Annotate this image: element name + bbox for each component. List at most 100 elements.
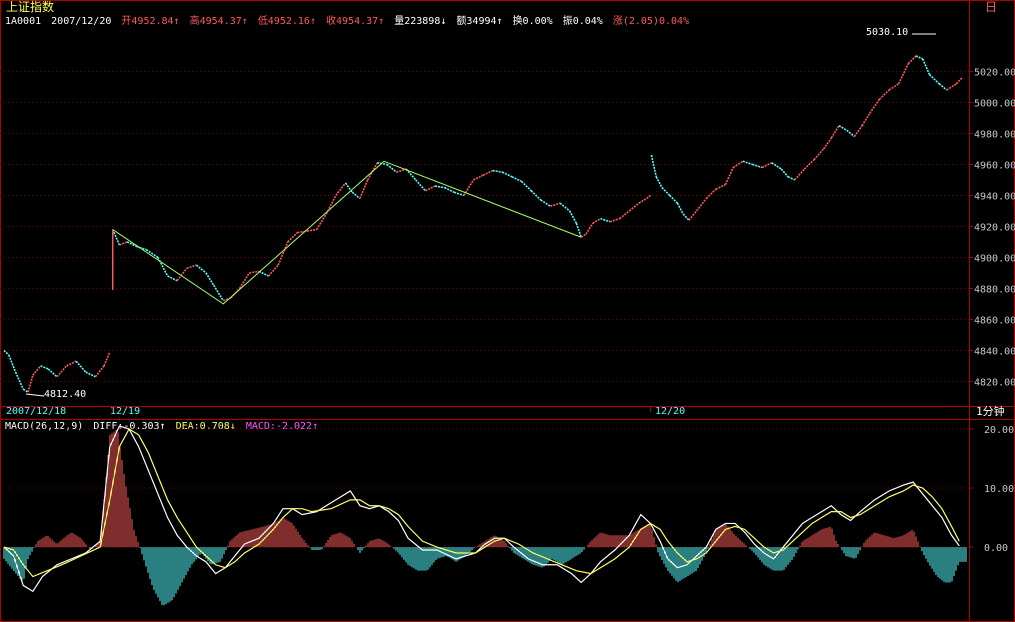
price-line-segment	[921, 58, 931, 75]
amount: 额34994↑	[456, 16, 503, 27]
price-line-segment	[861, 112, 871, 127]
price-line-segment	[145, 248, 159, 259]
amplitude: 振0.04%	[562, 16, 603, 27]
macd-name: MACD(26,12,9)	[5, 421, 84, 432]
macd-dea-value: DEA:0.708↓	[175, 421, 236, 432]
price-line-segment	[580, 233, 587, 238]
price-line-segment	[650, 154, 658, 177]
price-tick-label: 4820.00	[974, 377, 1015, 388]
high-price: 高4954.37↑	[189, 16, 248, 27]
price-line-segment	[732, 160, 744, 169]
macd-legend: MACD(26,12,9) DIFF:-0.303↑ DEA:0.708↓ MA…	[5, 421, 322, 433]
price-line-segment	[540, 199, 551, 207]
price-line-segment	[396, 168, 407, 173]
price-line-segment	[205, 272, 215, 286]
change: 涨(2.05)0.04%	[612, 16, 690, 27]
quote-date: 2007/12/20	[51, 16, 112, 27]
price-line-segment	[492, 169, 503, 173]
diff-line	[3, 425, 960, 593]
price-line-segment	[742, 160, 753, 166]
price-line-segment	[661, 187, 671, 196]
price-tick-label: 4840.00	[974, 346, 1015, 357]
price-line-segment	[897, 63, 910, 85]
price-line-segment	[66, 360, 77, 367]
price-line-segment	[14, 371, 24, 390]
price-line-segment	[715, 183, 726, 190]
close-price: 收4954.37↑	[326, 16, 385, 27]
price-line-segment	[47, 368, 58, 378]
price-line-segment	[705, 188, 717, 200]
price-line-segment	[888, 83, 900, 91]
price-line-segment	[85, 371, 96, 378]
macd-tick-label: 0.00	[984, 543, 1008, 554]
price-line-segment	[822, 137, 832, 150]
price-line-segment	[928, 73, 940, 85]
price-line-segment	[550, 202, 561, 208]
price-line-segment	[585, 222, 594, 235]
price-line-segment	[176, 267, 188, 282]
price-line-segment	[434, 185, 445, 189]
price-line-segment	[3, 349, 10, 356]
price-line-segment	[186, 264, 197, 270]
price-line-segment	[27, 374, 34, 393]
price-tick-label: 5000.00	[974, 98, 1015, 109]
low-price: 低4952.16↑	[257, 16, 316, 27]
price-line-segment	[195, 264, 207, 274]
price-line-segment	[501, 171, 513, 178]
price-line-segment	[646, 194, 651, 200]
price-line-segment	[724, 167, 734, 185]
price-tick-label: 4880.00	[974, 284, 1015, 295]
price-line-segment	[946, 83, 957, 91]
price-line-segment	[56, 365, 68, 378]
price-tick-label: 5020.00	[974, 67, 1015, 78]
macd-tick-label: 20.00	[984, 425, 1014, 436]
price-tick-label: 4980.00	[974, 129, 1015, 140]
low-pointer	[25, 393, 45, 397]
price-line-segment	[351, 191, 361, 200]
price-line-segment	[213, 284, 225, 302]
price-line-segment	[628, 202, 640, 212]
price-line-segment	[688, 210, 698, 221]
high-annotation: 5030.10	[866, 27, 909, 38]
price-line-segment	[803, 159, 815, 170]
price-tick-label: 4920.00	[974, 222, 1015, 233]
quote-line: 1A0001 2007/12/20 开4952.84↑ 高4954.37↑ 低4…	[5, 16, 693, 28]
price-line-segment	[267, 264, 279, 277]
price-line-segment	[119, 241, 128, 246]
period-day-button[interactable]: 日	[985, 0, 998, 14]
price-line-segment	[473, 174, 484, 181]
price-line-segment	[157, 257, 169, 277]
price-line-segment	[915, 55, 924, 60]
price-line-segment	[830, 125, 840, 139]
price-line-segment	[771, 162, 782, 170]
price-line-segment	[619, 210, 630, 220]
price-line-segment	[453, 191, 465, 197]
price-line-segment	[955, 77, 963, 85]
period-1min-button[interactable]: 1分钟	[976, 405, 1005, 418]
trend-line	[112, 160, 582, 305]
price-line-segment	[559, 202, 571, 212]
price-line-segment	[682, 213, 690, 221]
price-line-segment	[126, 241, 138, 248]
price-line-segment	[8, 354, 17, 373]
open-price: 开4952.84↑	[121, 16, 180, 27]
price-line-segment	[907, 55, 917, 65]
price-line-segment	[277, 241, 289, 266]
price-line-segment	[167, 275, 178, 282]
price-line-segment	[258, 270, 269, 277]
price-line-segment	[568, 210, 578, 224]
price-tick-label: 4960.00	[974, 160, 1015, 171]
price-line-segment	[32, 365, 42, 376]
price-line-segment	[846, 129, 855, 138]
price-line-segment	[359, 179, 369, 199]
low-annotation: 4812.40	[44, 389, 87, 400]
date-label-1220: 12/20	[655, 406, 686, 417]
price-line-segment	[103, 351, 111, 367]
price-line-segment	[609, 217, 620, 223]
price-line-segment	[600, 217, 611, 223]
price-line-segment	[676, 202, 684, 215]
price-line-segment	[794, 168, 805, 181]
price-line-segment	[853, 125, 863, 137]
price-line-segment	[405, 168, 417, 181]
